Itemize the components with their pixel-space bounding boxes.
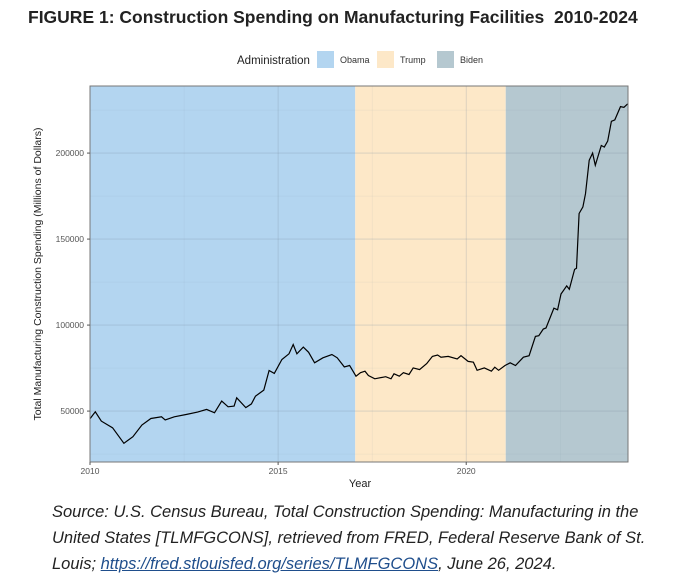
line-chart: Administration Obama Trump Biden 50000 1000… [32,51,629,490]
legend-swatch-obama [317,51,334,68]
source-date: , June 26, 2024. [438,555,557,573]
period-band-obama [90,86,356,462]
x-tick-label: 2010 [81,466,100,476]
period-band-biden [505,86,628,462]
axis-ticks: 50000 100000 150000 200000 2010 2015 2020 [56,148,476,476]
source-text: Source: U.S. Census Bureau, Total Constr… [52,503,646,573]
series-line [89,103,629,445]
period-band-trump [355,86,506,462]
legend-label-biden: Biden [460,55,483,65]
x-tick-label: 2015 [269,466,288,476]
source-link[interactable]: https://fred.stlouisfed.org/series/TLMFG… [100,555,439,573]
legend-label-obama: Obama [340,55,370,65]
legend-label-trump: Trump [400,55,426,65]
y-tick-label: 200000 [56,148,85,158]
x-axis-label: Year [349,478,372,490]
legend: Administration Obama Trump Biden [237,51,483,68]
legend-swatch-biden [437,51,454,68]
plot-border [89,85,629,463]
y-tick-label: 100000 [56,320,85,330]
y-tick-label: 150000 [56,234,85,244]
source-note: Source: U.S. Census Bureau, Total Constr… [52,499,672,577]
figure-title: FIGURE 1: Construction Spending on Manuf… [28,7,638,27]
x-tick-label: 2020 [457,466,476,476]
legend-swatch-trump [377,51,394,68]
y-axis-label: Total Manufacturing Construction Spendin… [32,128,44,421]
shaded-periods [90,86,628,462]
legend-title: Administration [237,55,310,67]
y-tick-label: 50000 [60,406,84,416]
